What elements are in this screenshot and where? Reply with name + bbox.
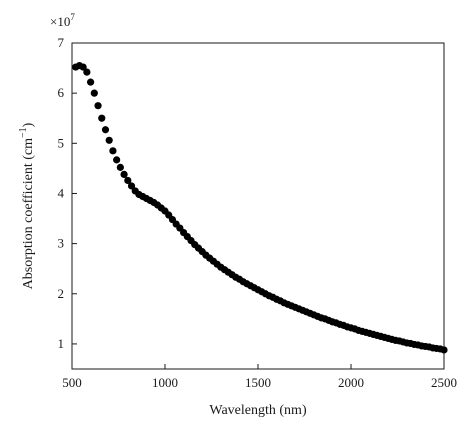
data-point (127, 182, 136, 190)
data-point (440, 346, 448, 354)
data-point (94, 102, 102, 110)
y-tick-label: 7 (58, 35, 65, 50)
data-point (113, 156, 121, 164)
data-point (116, 163, 124, 171)
x-tick-label: 1000 (152, 375, 178, 390)
y-tick-label: 6 (58, 85, 65, 100)
y-tick-label: 4 (58, 185, 65, 200)
data-point (109, 147, 117, 155)
ticks-layer: 500 1000 1500 2000 2500 1 2 3 4 5 6 7 (58, 35, 458, 390)
x-axis-label: Wavelength (nm) (209, 403, 307, 418)
data-point (120, 170, 128, 179)
x-tick-label: 2500 (431, 375, 457, 390)
x-tick-label: 1500 (245, 375, 271, 390)
y-axis-label: Absorption coefficient (cm−1) (18, 122, 36, 289)
y-tick-label: 2 (58, 286, 65, 301)
data-point (87, 78, 95, 86)
data-points (72, 61, 448, 354)
plot-frame (71, 42, 445, 370)
data-point (83, 68, 91, 76)
y-tick-label: 3 (58, 236, 65, 251)
data-point (105, 136, 113, 144)
data-point (101, 126, 110, 134)
data-point (98, 114, 106, 122)
x-tick-label: 2000 (338, 375, 364, 390)
x-tick-label: 500 (62, 375, 82, 390)
y-multiplier-label: ×107 (50, 12, 75, 29)
data-point (90, 89, 98, 97)
data-point (124, 176, 132, 185)
y-tick-label: 1 (58, 336, 65, 351)
y-tick-label: 5 (58, 135, 65, 150)
data-point (79, 63, 87, 71)
